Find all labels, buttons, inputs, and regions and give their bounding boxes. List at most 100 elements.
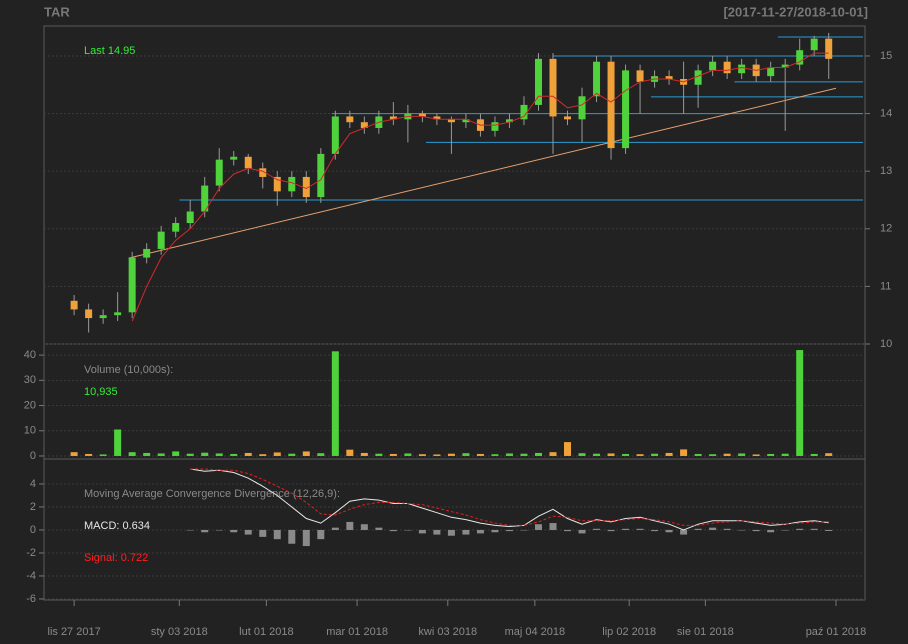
volume-bar [549,452,557,456]
macd-histogram [433,529,441,535]
candle-body [549,58,557,117]
candle-body [636,70,644,82]
x-tick-label: maj 04 2018 [505,626,566,638]
macd-histogram [375,527,383,530]
macd-histogram [346,521,354,530]
candle-body [346,116,354,123]
candle-body [534,58,542,105]
volume-bar [651,453,659,456]
macd-histogram [694,528,702,530]
moving-average [131,52,829,322]
candle-body [665,76,673,79]
volume-bar [462,453,470,456]
candle-body [796,50,804,65]
macd-histogram [360,524,368,530]
y-tick-label: 30 [24,374,36,386]
volume-bar [505,453,513,456]
macd-histogram [476,529,484,534]
volume-bar [622,453,630,456]
volume-bar [607,453,615,456]
candle-body [317,153,325,198]
macd-histogram [680,529,688,535]
candle-body [99,315,107,319]
macd-histogram [215,529,223,531]
y-tick-label: 12 [880,223,892,235]
volume-bar [752,454,760,456]
macd-histogram [447,529,455,536]
macd-histogram [302,529,310,547]
candle-body [143,248,151,258]
macd-histogram [752,529,760,532]
volume-bar [331,351,339,456]
volume-bar [433,454,441,456]
candle-body [781,64,789,68]
y-tick-label: -4 [26,570,36,582]
macd-histogram [462,529,470,535]
candle-body [70,300,78,310]
candle-body [767,67,775,77]
chart-title: TAR [44,4,70,19]
x-tick-label: lip 02 2018 [602,626,656,638]
candle-body [172,223,180,232]
candle-body [288,176,296,192]
volume-bar [825,453,833,456]
signal-value: Signal: 0.722 [84,552,148,564]
macd-histogram [665,529,673,533]
volume-bar [520,453,528,456]
macd-histogram [622,528,630,530]
volume-bar [680,449,688,456]
macd-line [190,468,829,531]
y-tick-label: 20 [24,399,36,411]
volume-bar [346,449,354,456]
macd-histogram [201,529,209,533]
macd-histogram [520,529,528,531]
macd-histogram [564,529,572,532]
macd-histogram [244,529,252,535]
signal-line [190,468,829,526]
macd-histogram [230,529,238,533]
candle-body [564,116,572,120]
macd-histogram [418,529,426,534]
x-tick-label: sie 01 2018 [677,626,734,638]
candle-body [607,61,615,149]
macd-histogram [636,528,644,530]
candle-body [462,119,470,123]
candle-body [230,156,238,160]
candle-body [360,122,368,128]
candle-body [302,176,310,198]
macd-histogram [259,529,267,537]
candle-body [215,159,223,186]
volume-bar [593,453,601,456]
macd-histogram [505,529,513,532]
y-tick-label: 0 [30,450,36,462]
y-tick-label: 14 [880,107,892,119]
volume-last: 10,935 [84,386,118,398]
macd-histogram [593,528,601,530]
volume-bar [404,453,412,456]
volume-bar [781,453,789,456]
macd-histogram [273,529,281,540]
volume-bar [128,452,136,456]
y-tick-label: 4 [30,478,36,490]
candle-body [491,122,499,131]
macd-histogram [331,527,339,530]
volume-bar [534,452,542,456]
volume-bar [302,451,310,456]
macd-histogram [651,529,659,532]
volume-bar [796,350,804,456]
date-range: [2017-11-27/2018-10-01] [723,4,868,19]
last-price: Last 14.95 [84,45,135,57]
candle-body [709,61,717,71]
macd-histogram [491,529,499,533]
candle-body [418,113,426,117]
macd-histogram [767,529,775,533]
macd-histogram [709,527,717,530]
candle-body [389,116,397,120]
volume-bar [447,453,455,456]
macd-histogram [607,529,615,532]
candle-body [157,231,165,249]
y-tick-label: -2 [26,547,36,559]
candle-body [201,185,209,212]
candle-body [825,38,833,59]
